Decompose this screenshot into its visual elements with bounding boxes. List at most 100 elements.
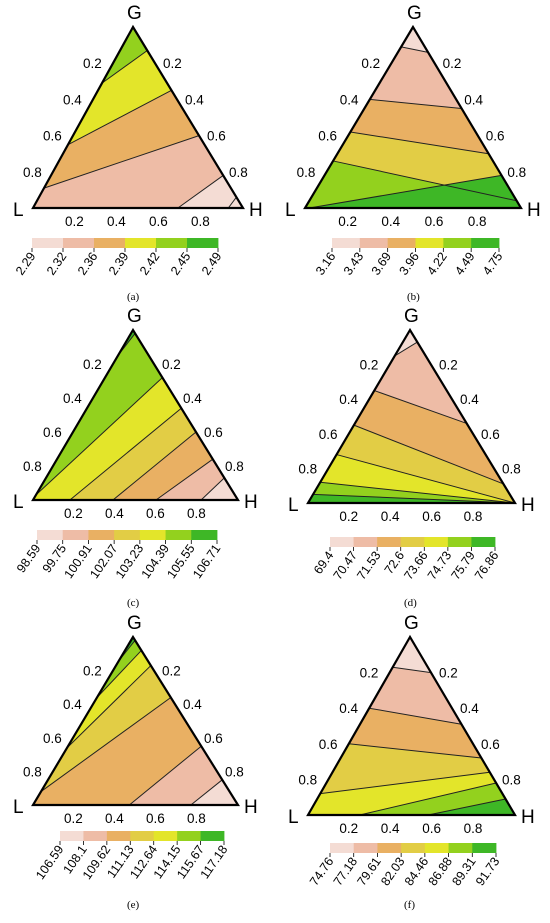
tick-label-bottom: 0.2 xyxy=(64,811,83,826)
vertex-label-g: G xyxy=(404,613,419,634)
contour-band xyxy=(201,477,238,500)
tick-label-bottom: 0.6 xyxy=(149,214,168,229)
tick-label-left: 0.6 xyxy=(43,129,62,144)
tick-label-right: 0.8 xyxy=(225,764,244,779)
vertex-label-h: H xyxy=(527,200,541,221)
tick-label-left: 0.2 xyxy=(83,664,102,679)
vertex-label-h: H xyxy=(244,797,258,818)
panel-caption: (c) xyxy=(127,597,140,609)
tick-label-bottom: 0.8 xyxy=(464,821,483,836)
legend-swatch xyxy=(377,843,402,853)
tick-label-bottom: 0.4 xyxy=(381,214,400,229)
tick-label-bottom: 0.2 xyxy=(65,214,84,229)
legend-swatch xyxy=(156,238,188,248)
legend-swatch xyxy=(130,831,155,841)
legend-swatch xyxy=(353,843,378,853)
legend-swatch xyxy=(448,843,473,853)
legend-swatch xyxy=(471,537,496,547)
panel-caption: (d) xyxy=(404,597,417,609)
legend-swatch xyxy=(153,831,178,841)
legend-value: 2.36 xyxy=(75,250,100,278)
tick-label-bottom: 0.6 xyxy=(425,214,444,229)
legend-swatch xyxy=(106,831,131,841)
ternary-panel-f: G L H 0.2 0.2 0.2 0.4 0.4 0.4 0.6 0.6 0.6 0.8 0.8 0.8 7… xyxy=(288,613,535,911)
legend-value: 3.69 xyxy=(369,250,394,278)
legend-swatch xyxy=(62,530,89,540)
contour-line xyxy=(359,782,497,816)
tick-label-bottom: 0.6 xyxy=(422,509,441,524)
tick-label-right: 0.6 xyxy=(481,737,500,752)
legend-swatch xyxy=(177,831,201,841)
tick-label-right: 0.4 xyxy=(183,697,202,712)
tick-label-right: 0.6 xyxy=(481,427,500,442)
contour-line xyxy=(66,665,152,749)
panel-caption: (e) xyxy=(127,899,140,911)
legend-value: 2.42 xyxy=(137,250,162,278)
tick-label-left: 0.8 xyxy=(23,165,42,180)
tick-label-bottom: 0.8 xyxy=(464,509,483,524)
tick-label-right: 0.2 xyxy=(162,664,181,679)
legend-swatch xyxy=(114,530,141,540)
tick-label-bottom: 0.8 xyxy=(468,214,487,229)
legend-swatch xyxy=(94,238,126,248)
tick-label-left: 0.6 xyxy=(43,731,62,746)
tick-label-bottom: 0.4 xyxy=(107,214,126,229)
legend-swatch xyxy=(200,831,225,841)
contour-line xyxy=(353,424,504,485)
tick-label-left: 0.6 xyxy=(318,129,337,144)
legend-swatch xyxy=(63,238,95,248)
vertex-label-l: L xyxy=(13,492,24,513)
tick-label-left: 0.2 xyxy=(360,358,379,373)
legend-value: 4.22 xyxy=(424,250,449,278)
contour-line xyxy=(101,50,148,84)
legend-value: 2.32 xyxy=(44,250,69,278)
contour-band xyxy=(190,779,238,805)
tick-label-bottom: 0.8 xyxy=(187,506,206,521)
legend-value: 106.59 xyxy=(33,843,66,882)
tick-label-bottom: 0.2 xyxy=(339,821,358,836)
legend-swatch xyxy=(359,238,389,248)
legend-swatch xyxy=(447,537,472,547)
tick-label-left: 0.8 xyxy=(297,165,316,180)
legend-swatch xyxy=(330,537,354,547)
ternary-panel-e: G L H 0.2 0.2 0.2 0.4 0.4 0.4 0.6 0.6 0.6 0.8 0.8 0.8 1… xyxy=(13,613,258,911)
contour-line xyxy=(320,481,516,504)
legend-swatch xyxy=(32,238,64,248)
tick-label-bottom: 0.2 xyxy=(64,506,83,521)
legend-swatch xyxy=(60,831,84,841)
tick-label-left: 0.2 xyxy=(361,56,380,71)
tick-label-bottom: 0.6 xyxy=(146,811,165,826)
contour-line xyxy=(227,196,237,209)
contour-line xyxy=(112,431,197,501)
panel-caption: (b) xyxy=(407,291,420,303)
tick-label-bottom: 0.8 xyxy=(187,811,206,826)
tick-label-left: 0.4 xyxy=(339,392,358,407)
tick-label-right: 0.2 xyxy=(163,56,182,71)
legend-value: 4.49 xyxy=(452,250,477,278)
ternary-panel-c: G L H 0.2 0.2 0.2 0.4 0.4 0.4 0.6 0.6 0.6 0.8 0.8 0.8 9… xyxy=(13,306,258,609)
tick-label-right: 0.8 xyxy=(502,461,521,476)
legend-swatch xyxy=(424,843,449,853)
legend-swatch xyxy=(377,537,402,547)
contour-line xyxy=(369,707,462,725)
tick-label-bottom: 0.6 xyxy=(146,506,165,521)
legend-swatch xyxy=(83,831,108,841)
vertex-label-h: H xyxy=(521,495,535,516)
tick-label-bottom: 0.8 xyxy=(191,214,210,229)
contour-line xyxy=(309,174,502,209)
tick-label-right: 0.2 xyxy=(439,358,458,373)
legend-value: 82.03 xyxy=(378,855,407,889)
contour-line xyxy=(332,160,517,202)
contour-line xyxy=(336,454,516,504)
tick-label-right: 0.4 xyxy=(460,701,479,716)
vertex-label-h: H xyxy=(244,492,258,513)
tick-label-right: 0.8 xyxy=(502,772,521,787)
tick-label-right: 0.2 xyxy=(162,357,181,372)
tick-label-bottom: 0.4 xyxy=(105,506,124,521)
legend-swatch xyxy=(139,530,166,540)
tick-label-right: 0.8 xyxy=(225,459,244,474)
legend-value: 2.45 xyxy=(168,250,193,278)
vertex-label-h: H xyxy=(521,807,535,828)
triangle-outline xyxy=(306,634,517,817)
triangle-outline xyxy=(31,327,240,502)
